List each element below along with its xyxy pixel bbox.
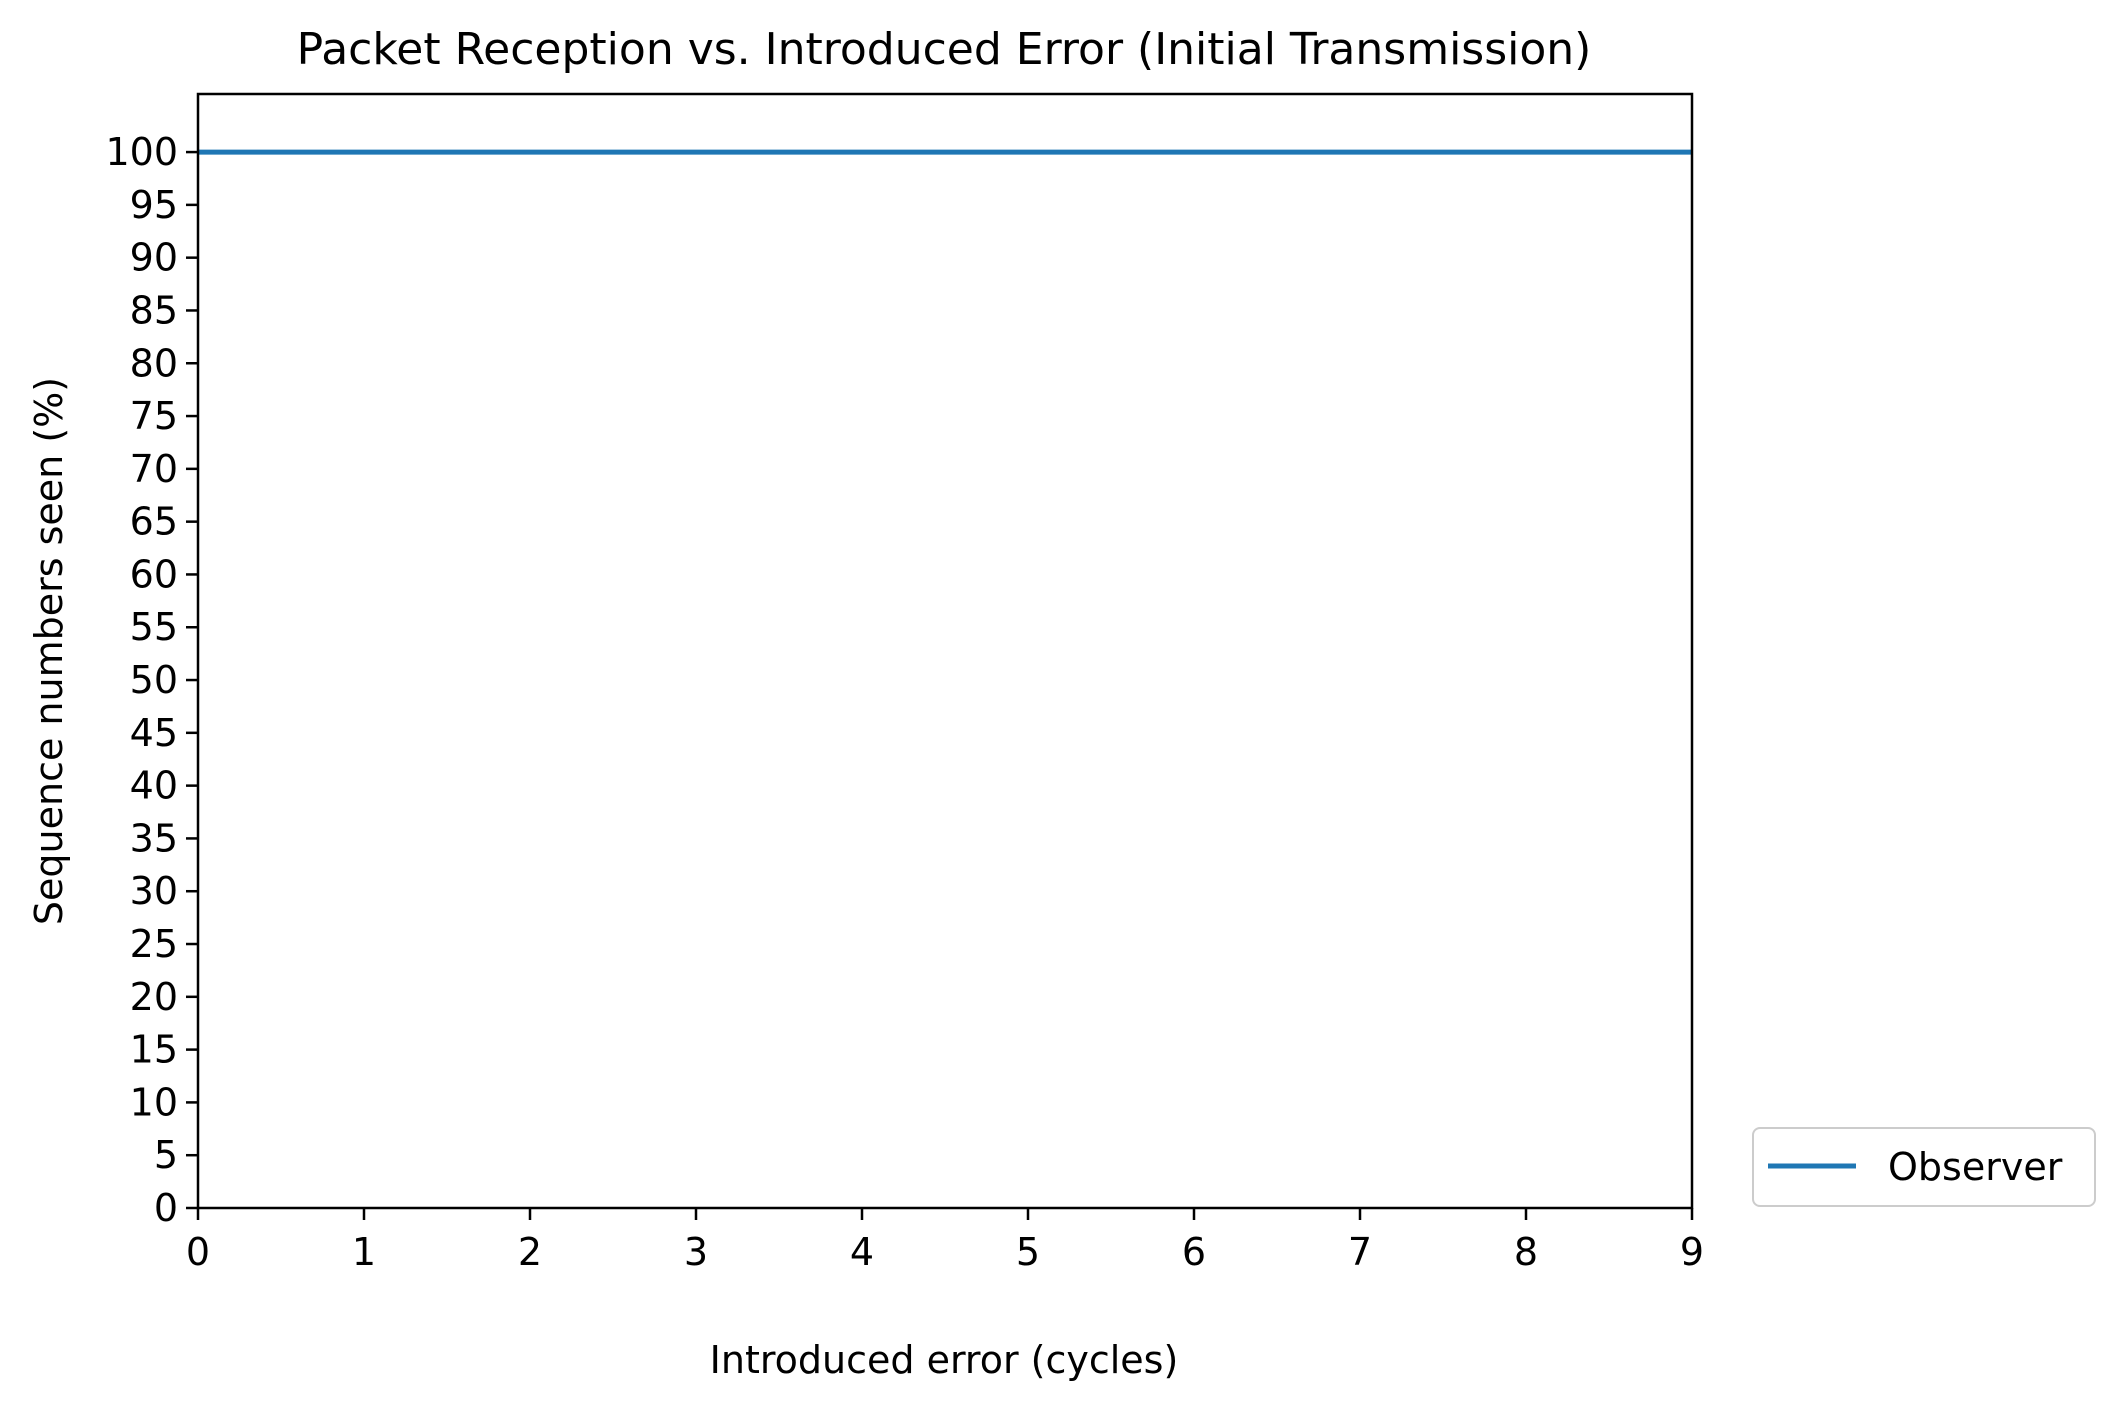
x-axis: 0 1 2 3 4 5 6 7 8 9 (186, 1208, 1704, 1274)
y-tick-label: 95 (130, 183, 178, 227)
legend-label-observer: Observer (1888, 1145, 2063, 1189)
x-tick-label: 7 (1348, 1230, 1372, 1274)
legend: Observer (1752, 1127, 2096, 1207)
x-tick-label: 4 (850, 1230, 874, 1274)
x-axis-label: Introduced error (cycles) (710, 1338, 1179, 1382)
y-tick-label: 30 (130, 869, 178, 913)
y-tick-label: 85 (130, 288, 178, 332)
y-tick-label: 50 (130, 658, 178, 702)
y-tick-label: 20 (130, 975, 178, 1019)
plot-frame (196, 92, 1694, 1210)
x-tick-label: 3 (684, 1230, 708, 1274)
chart-title: Packet Reception vs. Introduced Error (I… (297, 24, 1592, 75)
y-tick-label: 60 (130, 552, 178, 596)
x-tick-label: 6 (1182, 1230, 1206, 1274)
y-tick-label: 35 (130, 816, 178, 860)
x-tick-label: 2 (518, 1230, 542, 1274)
x-tick-label: 0 (186, 1230, 210, 1274)
y-tick-label: 65 (130, 500, 178, 544)
y-axis-label: Sequence numbers seen (%) (27, 377, 71, 925)
y-tick-label: 80 (130, 341, 178, 385)
x-tick-label: 1 (352, 1230, 376, 1274)
y-tick-label: 5 (154, 1133, 178, 1177)
legend-box (1752, 1127, 2096, 1207)
y-tick-label: 10 (130, 1080, 178, 1124)
y-tick-label: 75 (130, 394, 178, 438)
x-tick-label: 5 (1016, 1230, 1040, 1274)
y-tick-label: 70 (130, 447, 178, 491)
y-tick-label: 40 (130, 764, 178, 808)
y-tick-label: 0 (154, 1186, 178, 1230)
y-tick-label: 45 (130, 711, 178, 755)
y-axis: 0 5 10 15 20 25 30 35 40 45 50 55 60 65 70 75 80 85 90 95 10… (105, 130, 198, 1230)
y-tick-label: 25 (130, 922, 178, 966)
y-tick-label: 55 (130, 605, 178, 649)
y-tick-label: 90 (130, 236, 178, 280)
y-tick-label: 15 (130, 1028, 178, 1072)
x-tick-label: 8 (1514, 1230, 1538, 1274)
x-tick-label: 9 (1680, 1230, 1704, 1274)
y-tick-label: 100 (105, 130, 178, 174)
